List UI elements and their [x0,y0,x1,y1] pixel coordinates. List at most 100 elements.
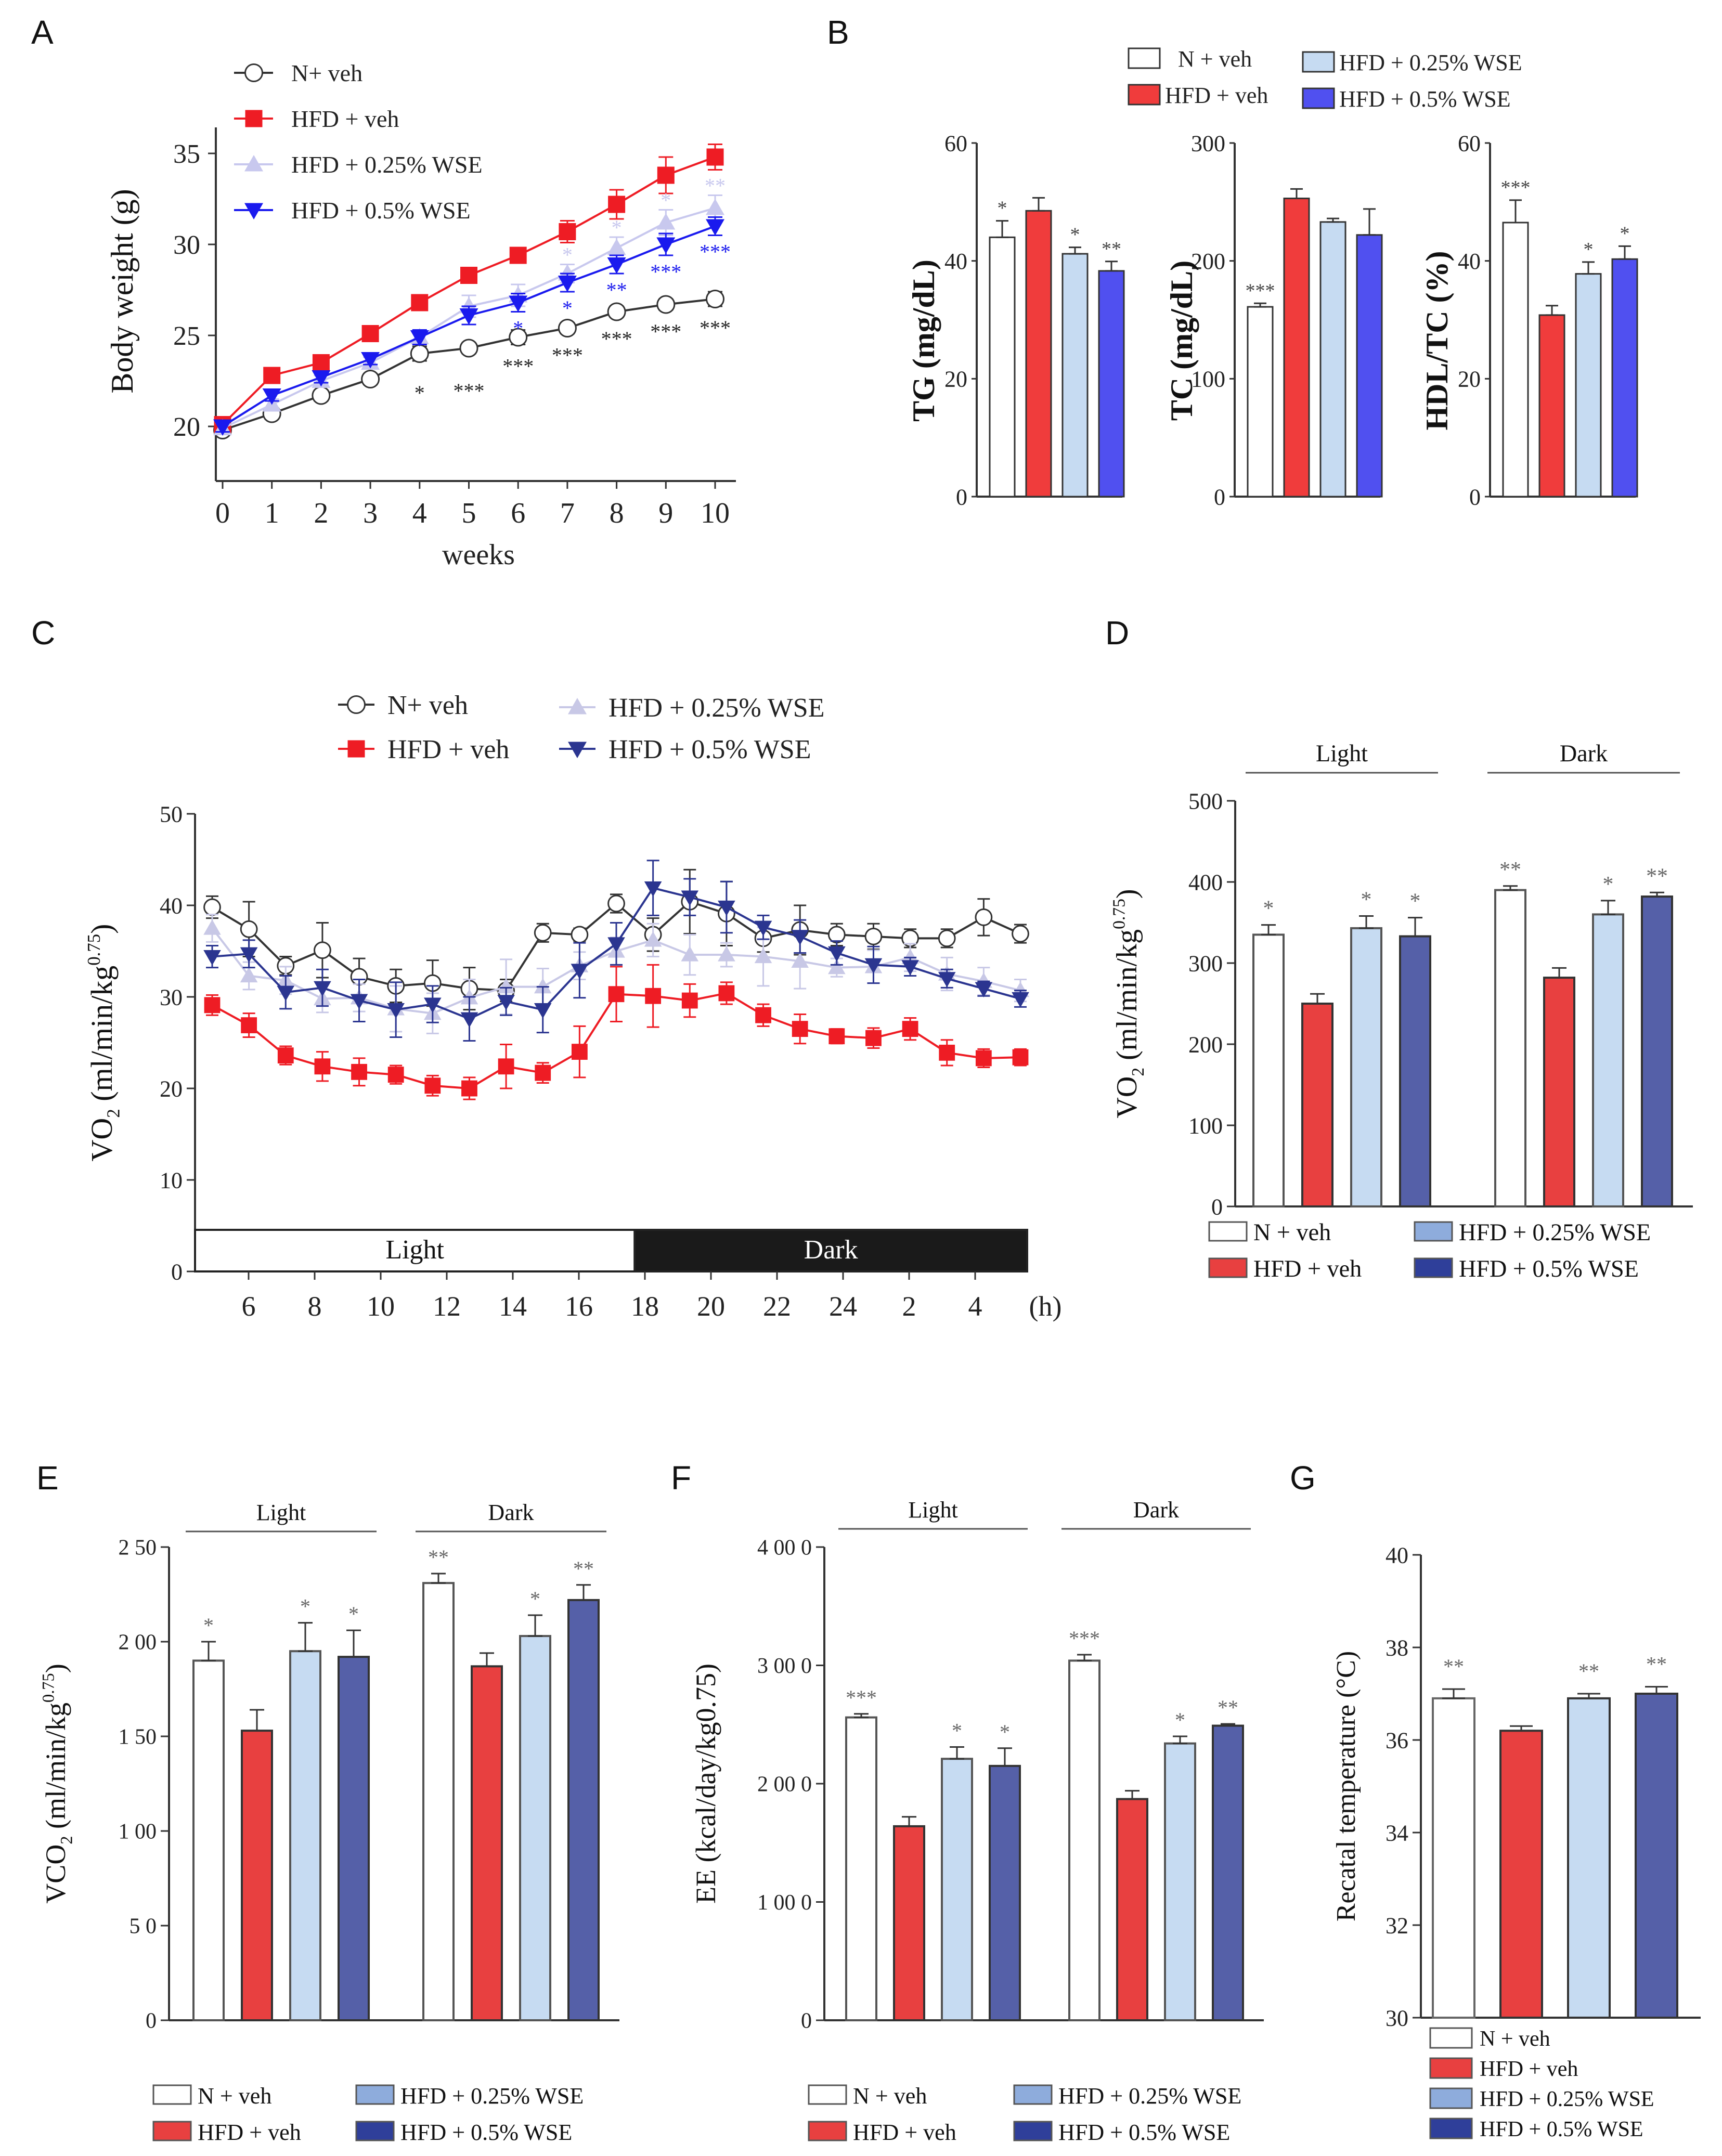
a-y-tick-label: 20 [173,412,200,442]
a-significance-label: *** [454,379,485,402]
a-legend-label: HFD + veh [291,106,399,132]
g-bar [1635,1693,1678,2019]
c-data-point [240,920,258,938]
f-legend-label: HFD + 0.25% WSE [1058,2083,1241,2109]
e-category-label: Light [256,1500,306,1525]
c-x-tick-label: 14 [499,1291,527,1322]
b-significance-label: * [1584,239,1594,261]
e-legend-swatch [152,2084,192,2105]
a-x-tick-label: 5 [462,497,476,529]
a-significance-label: * [562,296,573,320]
b-1-y-axis-tick-label: 0 [1214,484,1225,510]
c-data-point [681,890,699,906]
d-significance-label: * [1263,897,1274,921]
c-legend-marker [568,742,587,758]
f-legend-swatch [808,2121,847,2141]
a-data-point [558,276,577,292]
f-category-label: Light [908,1497,958,1523]
a-y-axis-label: Body weight (g) [105,189,139,393]
d-significance-label: * [1603,873,1614,897]
a-data-point [312,386,331,405]
a-data-point [509,246,527,264]
a-data-point [410,330,429,347]
c-x-tick-label: 8 [308,1291,322,1322]
c-y-axis-tick-label: 50 [160,801,183,827]
f-significance-label: * [952,1719,962,1742]
f-bar [989,1764,1021,2021]
d-significance-label: * [1410,890,1421,914]
e-legend-label: HFD + veh [198,2120,301,2145]
e-bar [422,1582,455,2022]
c-data-point [498,1058,514,1075]
a-data-point [706,290,724,308]
b-0-y-axis-tick-label: 0 [956,484,967,510]
c-legend-label: HFD + 0.5% WSE [608,735,811,764]
b-y-axis-label: TC (mg/dL) [1164,261,1199,421]
b-2-y-axis-tick-label: 0 [1469,484,1481,510]
e-significance-label: * [300,1595,310,1618]
f-category-label: Dark [1133,1497,1180,1523]
a-significance-label: * [415,381,425,405]
f-bar [845,1716,877,2021]
c-data-point [461,1080,477,1097]
c-data-point [828,946,846,962]
f-legend-swatch [1013,2121,1053,2141]
c-data-point [571,1044,588,1060]
g-significance-label: ** [1578,1659,1599,1683]
c-data-point [1012,1049,1029,1066]
e-bar [471,1665,503,2021]
e-bar [192,1659,225,2021]
d-bar [1543,977,1575,1208]
c-legend-label: HFD + veh [387,735,509,764]
b-bar [989,236,1016,498]
c-y-axis-tick-label: 10 [160,1167,183,1193]
c-data-point [901,960,919,976]
g-y-axis-tick-label: 30 [1386,2005,1408,2031]
a-significance-label: ** [606,278,627,302]
c-data-point [350,994,368,1009]
e-legend-label: N + veh [198,2083,271,2109]
a-data-point [558,319,577,337]
e-y-axis-tick-label: 0 [146,2009,157,2033]
c-x-unit-label: (h) [1029,1291,1062,1322]
a-x-tick-label: 9 [658,497,673,529]
d-legend-swatch [1414,1257,1453,1278]
f-significance-label: * [1000,1720,1010,1744]
b-bar [1356,234,1383,498]
a-x-tick-label: 8 [610,497,624,529]
c-data-point [497,978,515,994]
b-legend-label: HFD + 0.5% WSE [1339,86,1511,112]
c-data-point [828,958,846,975]
panel-letter-f: F [671,1459,692,1497]
c-data-point [424,997,442,1013]
b-0-y-axis-tick-label: 20 [944,367,967,392]
e-y-axis-tick-label: 2 00 [119,1631,157,1655]
b-2-y-axis-tick-label: 60 [1458,131,1481,156]
b-significance-label: * [1620,223,1630,244]
a-data-point [459,339,478,358]
c-data-point [902,1021,918,1037]
e-legend-label: HFD + 0.25% WSE [400,2083,584,2109]
b-significance-label: *** [1246,280,1275,302]
a-data-point [361,352,380,369]
d-y-axis-tick-label: 200 [1188,1032,1223,1057]
c-data-point [681,992,698,1009]
e-legend-swatch [152,2121,192,2141]
b-0-y-axis-tick-label: 60 [944,131,967,156]
e-bar [519,1635,551,2021]
a-data-point [361,370,380,388]
c-data-point [718,946,735,962]
a-data-point [312,354,330,371]
e-legend-label: HFD + 0.5% WSE [400,2120,572,2145]
f-bar [1116,1798,1148,2021]
b-legend-swatch [1128,84,1161,106]
a-significance-label: *** [552,344,583,367]
f-bar [1068,1659,1100,2021]
c-data-point [571,964,589,979]
d-significance-label: * [1361,888,1372,912]
a-x-tick-label: 6 [511,497,525,529]
g-legend-swatch [1429,2027,1473,2049]
a-y-tick-label: 25 [173,321,200,351]
d-legend-label: N + veh [1253,1219,1331,1245]
e-bar [241,1730,273,2021]
